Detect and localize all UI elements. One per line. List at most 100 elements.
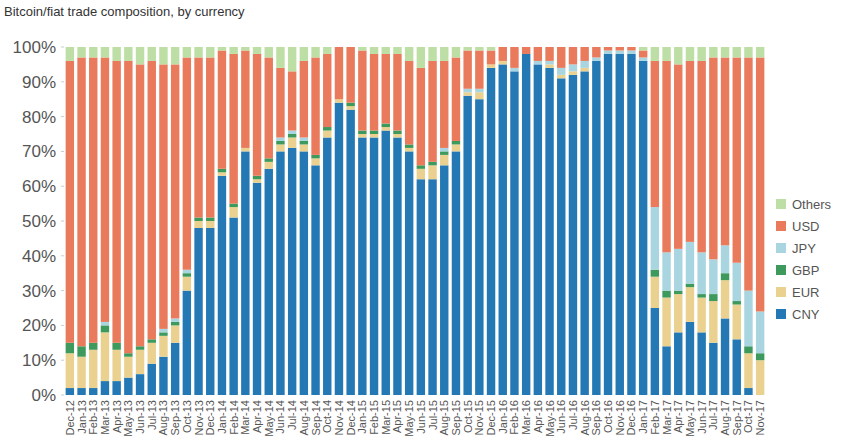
bar-segment (428, 162, 436, 165)
bar-segment (674, 64, 682, 248)
bar-segment (77, 388, 85, 395)
bar-segment (77, 346, 85, 356)
x-tick-label: Dec-14 (345, 400, 357, 435)
y-tick-label: 70% (22, 142, 56, 161)
x-tick-label: May-13 (122, 400, 134, 437)
bar-segment (229, 218, 237, 395)
bar-segment (475, 99, 483, 395)
bar-segment (393, 134, 401, 137)
bar-segment (744, 291, 752, 347)
bar-segment (697, 252, 705, 294)
y-tick (61, 290, 64, 291)
legend-label: GBP (792, 263, 819, 278)
bar-segment (101, 332, 109, 381)
bar-segment (171, 318, 179, 321)
bar-segment (639, 61, 647, 395)
bar-segment (300, 151, 308, 395)
bar-segment (499, 47, 507, 48)
bar-segment (288, 71, 296, 130)
x-tick-label: Sep-16 (590, 400, 602, 435)
bar-segment (721, 57, 729, 245)
bar-segment (616, 54, 624, 395)
bar-segment (229, 204, 237, 207)
y-tick-label: 90% (22, 73, 56, 92)
legend-swatch (776, 199, 786, 209)
bar-segment (300, 137, 308, 140)
bar-segment (183, 57, 191, 269)
chart-container: Bitcoin/fiat trade composition, by curre… (0, 0, 860, 445)
x-tick-label: Jan-13 (76, 400, 88, 434)
bar-segment (218, 169, 226, 172)
bar-segment (323, 137, 331, 395)
bar-segment (709, 259, 717, 294)
x-tick-label: Jun-14 (274, 400, 286, 434)
y-tick (61, 116, 64, 117)
bar-segment (510, 47, 518, 48)
bar-segment (733, 263, 741, 301)
y-tick (61, 325, 64, 326)
y-tick (61, 81, 64, 82)
bar-segment (697, 61, 705, 252)
bar-segment (721, 47, 729, 57)
bar-segment (241, 47, 249, 50)
bar-segment (323, 47, 331, 54)
x-tick-label: Mar-17 (661, 400, 673, 435)
x-tick-label: Dec-16 (625, 400, 637, 435)
bar-segment (288, 148, 296, 395)
bar-segment (300, 141, 308, 144)
bar-segment (171, 47, 179, 64)
bar-segment (651, 61, 659, 207)
bar-segment (674, 294, 682, 332)
x-tick-label: Oct-17 (742, 400, 754, 433)
x-tick-label: Jun-15 (415, 400, 427, 434)
bar-segment (627, 47, 635, 50)
bar-segment (616, 47, 624, 48)
bar-segment (721, 273, 729, 280)
bar-segment (662, 61, 670, 252)
bar-segment (101, 381, 109, 395)
bar-segment (417, 47, 425, 68)
bar-segment (545, 47, 553, 48)
bar-segment (124, 61, 132, 353)
bar-segment (89, 57, 97, 342)
x-tick-label: Aug-16 (579, 400, 591, 435)
bar-segment (77, 47, 85, 57)
x-tick-label: Mar-16 (520, 400, 532, 435)
bar-segment (417, 165, 425, 168)
bar-segment (206, 47, 214, 57)
bar-segment (487, 68, 495, 395)
bar-segment (534, 47, 542, 61)
bar-segment (592, 61, 600, 395)
bar-segment (709, 57, 717, 259)
bar-segment (159, 64, 167, 328)
x-tick-label: Jul-16 (567, 400, 579, 430)
bar-segment (218, 176, 226, 395)
chart-svg: Bitcoin/fiat trade composition, by curre… (0, 0, 860, 445)
x-tick-label: Apr-14 (251, 400, 263, 433)
bar-segment (569, 75, 577, 395)
bar-segment (651, 308, 659, 395)
bar-segment (463, 50, 471, 88)
bar-segment (545, 61, 553, 64)
bar-segment (89, 350, 97, 388)
bar-segment (756, 353, 764, 360)
bar-segment (346, 106, 354, 109)
bar-segment (288, 131, 296, 134)
bar-segment (440, 47, 448, 61)
bar-segment (756, 57, 764, 311)
bar-segment (499, 64, 507, 395)
y-tick-label: 50% (22, 212, 56, 231)
bar-segment (580, 68, 588, 71)
bar-segment (697, 47, 705, 61)
bar-segment (686, 287, 694, 322)
bar-segment (545, 68, 553, 395)
bar-segment (346, 110, 354, 395)
bar-segment (417, 179, 425, 395)
x-tick-label: Oct-15 (462, 400, 474, 433)
bar-segment (288, 47, 296, 71)
bar-segment (229, 47, 237, 54)
bar-segment (405, 144, 413, 147)
bar-segment (627, 47, 635, 48)
bar-segment (686, 284, 694, 287)
bar-segment (148, 61, 156, 339)
